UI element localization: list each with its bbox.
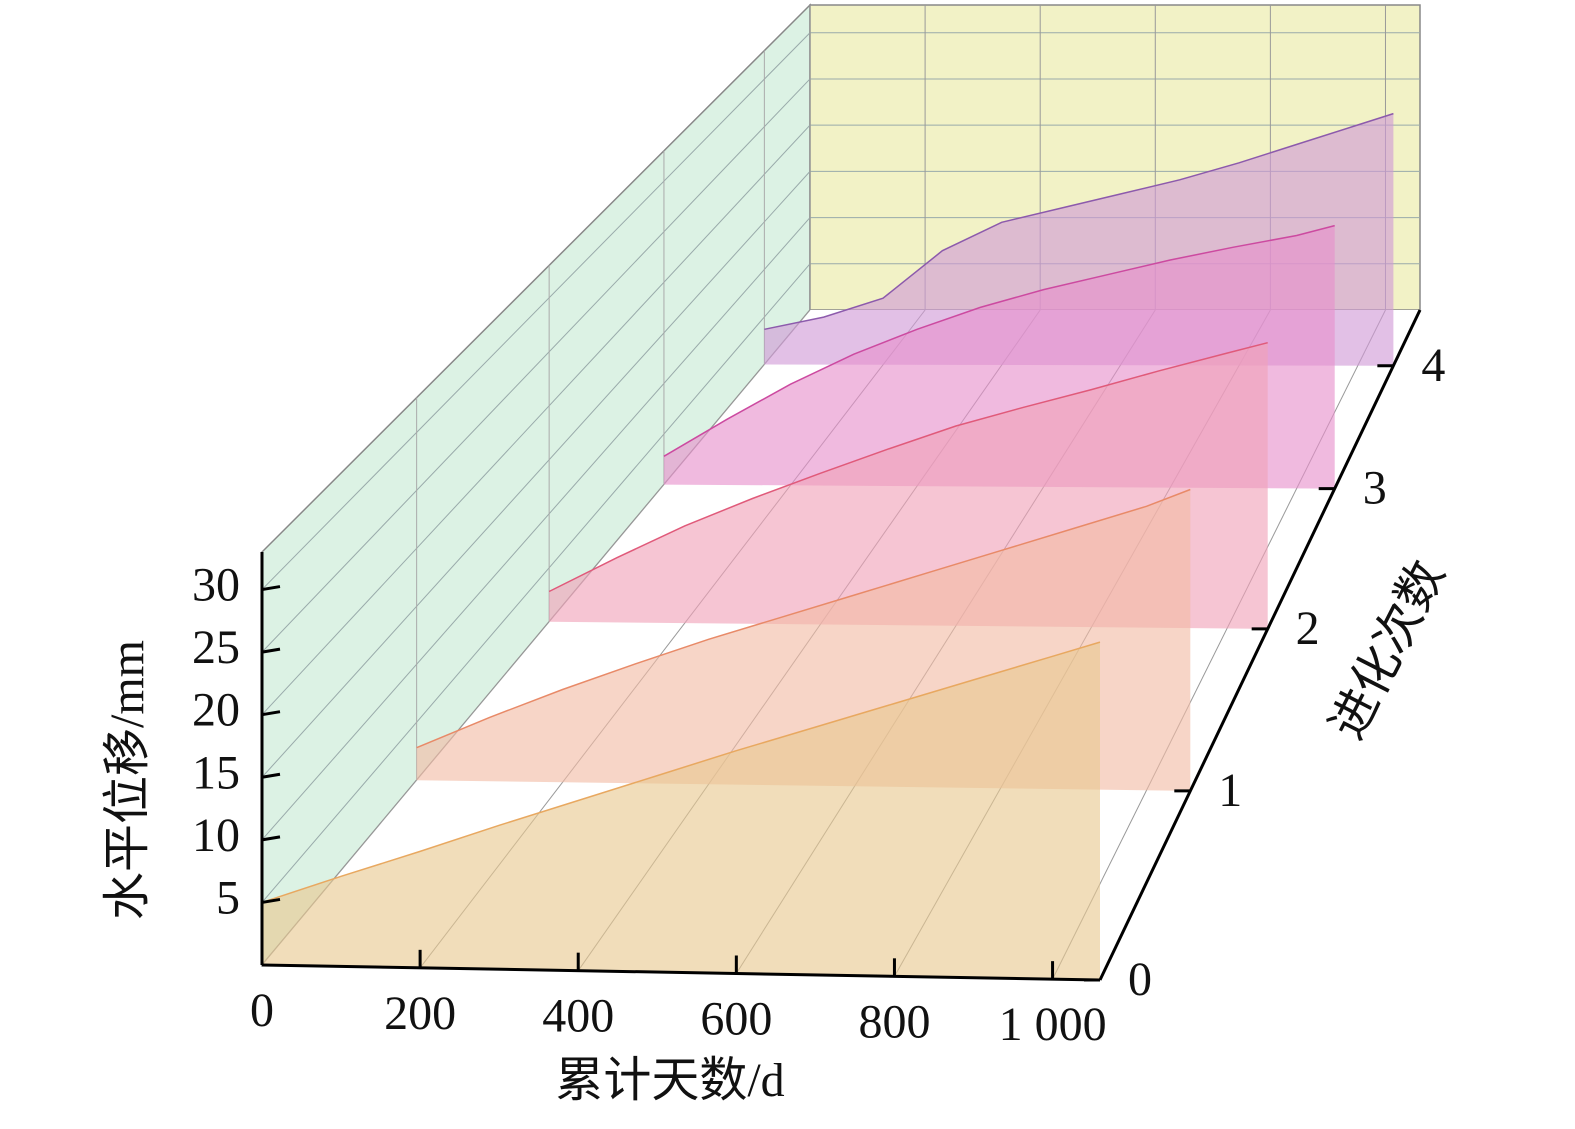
y-tick [261, 835, 281, 842]
x-axis-line [261, 963, 1101, 982]
series-line [764, 112, 1394, 331]
y-tick [261, 647, 281, 654]
z-tick-label: 2 [1296, 602, 1320, 655]
y-tick [261, 772, 281, 779]
x-tick-label: 200 [384, 987, 456, 1040]
x-axis-title: 累计天数/d [555, 1054, 784, 1107]
series-line [663, 224, 1335, 457]
grid-line [261, 171, 811, 778]
y-tick [261, 710, 281, 717]
y-tick-label: 15 [192, 746, 240, 799]
series-line [548, 341, 1268, 593]
z-tick-label: 1 [1218, 764, 1242, 817]
grid-line [261, 217, 811, 841]
series-layer [261, 112, 1394, 980]
series-line [261, 641, 1101, 904]
z-tick-label: 0 [1128, 953, 1152, 1006]
grid-line [261, 78, 811, 653]
x-tick-label: 1 000 [999, 998, 1107, 1051]
z-tick-label: 4 [1421, 339, 1445, 392]
grid-line [261, 32, 811, 590]
y-axis-title: 水平位移/mm [101, 640, 154, 920]
x-tick-label: 400 [542, 990, 614, 1043]
z-tick-label: 3 [1363, 462, 1387, 515]
y-tick-label: 25 [192, 621, 240, 674]
y-tick-label: 10 [192, 809, 240, 862]
y-tick-label: 30 [192, 559, 240, 612]
axes: 0 200 400 600 800 1 000 5 10 15 20 25 30 0 1 2 3 4 [192, 309, 1445, 1051]
y-tick [261, 585, 281, 592]
x-tick-label: 600 [700, 993, 772, 1046]
y-tick-label: 5 [216, 871, 240, 924]
z-axis-title: 进化次数 [1321, 552, 1455, 747]
y-tick [261, 897, 281, 904]
grid-line [261, 124, 811, 716]
series-area [262, 642, 1100, 980]
y-tick-label: 20 [192, 684, 240, 737]
z-axis-line [1098, 309, 1422, 981]
grid-line [261, 309, 811, 966]
x-tick-label: 800 [858, 995, 930, 1048]
grid-line [261, 263, 811, 903]
x-tick-label: 0 [250, 984, 274, 1037]
series-line [416, 488, 1191, 749]
